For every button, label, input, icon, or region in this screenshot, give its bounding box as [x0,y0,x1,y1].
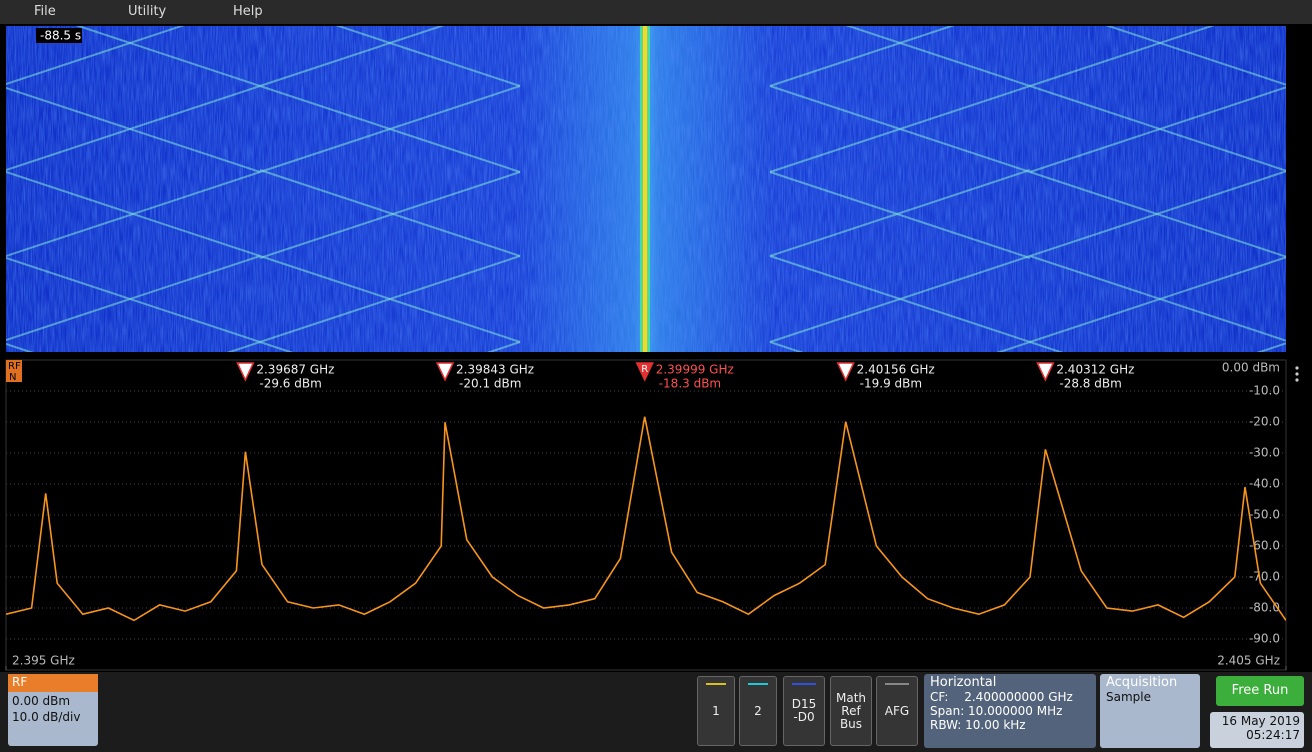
waterfall-trace [769,85,1031,173]
channel-label: 1 [712,703,720,718]
trace-badge [6,360,22,382]
acquisition-mode: Sample [1106,690,1151,704]
date: 16 May 2019 [1221,714,1300,728]
status-bar: RF 0.00 dBm 10.0 dB/div 1 2 D15 -D0 Math R… [0,672,1312,752]
rf-line: 0.00 dBm [12,694,71,708]
channel-label: -D0 [793,710,815,724]
menu-item[interactable]: Utility [128,4,167,19]
waterfall-trace [6,256,261,343]
panel-title: Horizontal [930,675,997,690]
marker-freq: 2.39999 GHz [656,363,734,377]
time: 05:24:17 [1246,728,1300,742]
marker-freq: 2.39687 GHz [256,363,334,377]
channel-button[interactable]: D15 -D0 [783,676,825,746]
handle-dot[interactable] [1295,366,1299,370]
channel-button[interactable]: Math Ref Bus [830,676,872,746]
span: Span: 10.000000 MHz [930,704,1063,718]
waterfall-trace [335,26,521,87]
menu-item[interactable]: File [34,4,56,19]
y-tick-label: -40.0 [1249,477,1280,491]
waterfall-trace [75,26,261,87]
channel-label: Math [835,690,867,705]
waterfall-trace [1029,26,1215,87]
handle-dot[interactable] [1295,378,1299,382]
menu-item[interactable]: Help [233,4,263,19]
trace-badge-label: RF [8,361,21,372]
handle-dot[interactable] [1295,372,1299,376]
waterfall-trace [259,85,521,173]
marker-level: -18.3 dBm [659,377,721,391]
marker [1036,362,1055,382]
trace-badge-label: N [9,372,16,383]
rf-title: RF [8,674,98,692]
y-tick-label: 0.00 dBm [1222,361,1280,375]
waterfall-trace [1029,86,1286,173]
waterfall-trace [259,169,521,257]
y-tick-label: -10.0 [1249,384,1280,398]
marker-freq: 2.40312 GHz [1056,363,1134,377]
y-tick-label: -30.0 [1249,446,1280,460]
rf-line: 10.0 dB/div [12,710,81,724]
marker-level: -29.6 dBm [259,377,321,391]
y-tick-label: -80.0 [1249,601,1280,615]
y-tick-label: -60.0 [1249,539,1280,553]
waterfall-trace [1029,171,1286,258]
marker [236,362,255,382]
y-tick-label: -50.0 [1249,508,1280,522]
cf-key: CF: [930,690,949,704]
waterfall-trace [769,169,1031,257]
channel-button[interactable]: 2 [739,676,777,746]
channel-label: AFG [884,703,910,718]
cf-value: 2.400000000 GHz [964,690,1073,704]
waterfall-trace [1029,256,1286,343]
marker-level: -20.1 dBm [459,377,521,391]
x-tick-label: 2.395 GHz [12,654,75,668]
panel-title: Acquisition [1106,675,1178,690]
waterfall [6,26,1286,352]
channel-label: D15 [791,697,817,711]
waterfall-trace [1029,170,1286,257]
channel-label: Bus [839,716,863,731]
marker-freq: 2.40156 GHz [857,363,935,377]
waterfall-trace [259,171,521,259]
marker-letter: R [641,364,648,375]
waterfall-trace [6,171,261,258]
channel-label: Ref [841,703,861,718]
waterfall-trace [6,86,261,173]
marker-level: -28.8 dBm [1059,377,1121,391]
channel-button[interactable]: 1 [697,676,735,746]
channel-button[interactable]: AFG [876,676,918,746]
marker [836,362,855,382]
datetime: 16 May 2019 05:24:17 [1210,712,1304,748]
channel-label: 2 [754,703,762,718]
display: -88.5 s RF N 0.00 dBm -10.0 -20.0 -30.0 -40.… [5,26,1299,671]
run-button[interactable]: Free Run [1216,676,1304,706]
waterfall-trace [769,26,955,87]
horizontal-panel[interactable]: Horizontal CF: 2.400000000 GHz Span: 10.… [924,674,1096,748]
trace [6,416,1286,622]
waterfall-time: -88.5 s [40,29,81,43]
marker [635,362,654,382]
y-tick-label: -90.0 [1249,632,1280,646]
marker-freq: 2.39843 GHz [456,363,534,377]
marker [435,362,455,382]
marker-level: -19.9 dBm [860,377,922,391]
rf-panel[interactable]: RF 0.00 dBm 10.0 dB/div [8,674,98,746]
x-tick-label: 2.405 GHz [1217,654,1280,668]
waterfall-trace [769,171,1031,259]
waterfall-trace [769,255,1031,343]
menu-bar: File Utility Help [0,0,1312,24]
waterfall-trace [259,255,521,343]
rbw: RBW: 10.00 kHz [930,718,1026,732]
acquisition-panel[interactable]: Acquisition Sample [1100,674,1200,748]
time-box [36,28,82,43]
y-tick-label: -70.0 [1249,570,1280,584]
waterfall-trace [6,170,261,257]
y-tick-label: -20.0 [1249,415,1280,429]
